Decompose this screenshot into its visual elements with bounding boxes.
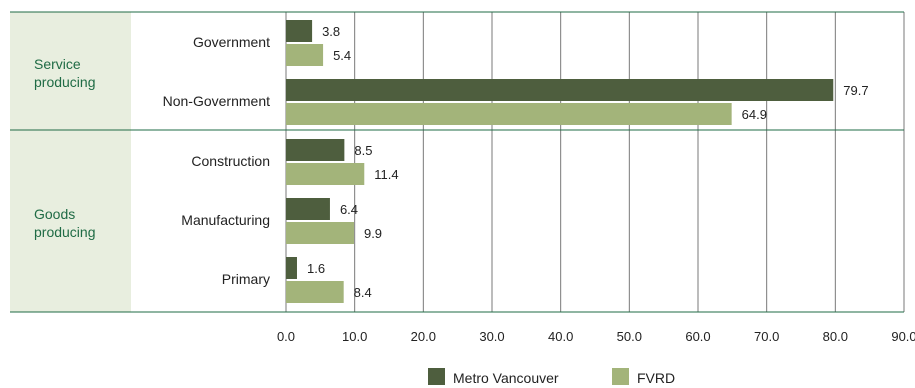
group-label-service-producing: Service producing (34, 56, 96, 90)
x-tick-label-40-0: 40.0 (548, 329, 573, 344)
bar-metro-vancouver-primary (286, 257, 297, 279)
category-label-manufacturing: Manufacturing (181, 212, 270, 228)
labels: Service producing Goods producing Government… (34, 24, 869, 300)
x-tick-label-90-0: 90.0 (891, 329, 915, 344)
value-label-metro-vancouver-primary: 1.6 (307, 261, 325, 276)
bar-fvrd-government (286, 44, 324, 66)
x-tick-label-0-0: 0.0 (277, 329, 295, 344)
bar-fvrd-manufacturing (286, 222, 354, 244)
legend-swatch-fvrd (612, 368, 629, 385)
bar-metro-vancouver-manufacturing (286, 198, 330, 220)
category-label-construction: Construction (191, 153, 270, 169)
x-tick-label-10-0: 10.0 (342, 329, 367, 344)
bar-fvrd-construction (286, 163, 365, 185)
category-label-primary: Primary (222, 271, 270, 287)
x-tick-label-50-0: 50.0 (617, 329, 642, 344)
x-axis: 0.0 10.0 20.0 30.0 40.0 50.0 60.0 70.0 80.0 90.0 (10, 11, 915, 344)
bars (286, 20, 834, 303)
x-tick-label-60-0: 60.0 (685, 329, 710, 344)
value-label-metro-vancouver-government: 3.8 (322, 24, 340, 39)
value-label-fvrd-non-government: 64.9 (742, 107, 767, 122)
legend: Metro Vancouver FVRD (428, 368, 675, 386)
gridlines (285, 12, 905, 312)
value-label-fvrd-manufacturing: 9.9 (364, 226, 382, 241)
value-label-fvrd-construction: 11.4 (374, 167, 398, 182)
group-label-goods-producing: Goods producing (34, 206, 96, 240)
category-label-government: Government (193, 34, 270, 50)
x-tick-label-70-0: 70.0 (754, 329, 779, 344)
group-bands (10, 12, 131, 312)
legend-swatch-metro-vancouver (428, 368, 445, 385)
x-tick-label-20-0: 20.0 (411, 329, 436, 344)
group-band-service-producing (10, 12, 131, 130)
category-label-non-government: Non-Government (163, 93, 270, 109)
bar-fvrd-non-government (286, 103, 732, 125)
value-label-fvrd-primary: 8.4 (354, 285, 372, 300)
group-band-goods-producing (10, 130, 131, 312)
x-tick-label-80-0: 80.0 (823, 329, 848, 344)
x-tick-label-30-0: 30.0 (479, 329, 504, 344)
legend-label-fvrd: FVRD (637, 370, 675, 386)
legend-label-metro-vancouver: Metro Vancouver (453, 370, 559, 386)
bar-metro-vancouver-construction (286, 139, 345, 161)
value-label-metro-vancouver-manufacturing: 6.4 (340, 202, 358, 217)
bar-metro-vancouver-government (286, 20, 313, 42)
value-label-metro-vancouver-construction: 8.5 (354, 143, 372, 158)
value-label-metro-vancouver-non-government: 79.7 (843, 83, 868, 98)
value-label-fvrd-government: 5.4 (333, 48, 351, 63)
bar-metro-vancouver-non-government (286, 79, 834, 101)
bar-fvrd-primary (286, 281, 344, 303)
